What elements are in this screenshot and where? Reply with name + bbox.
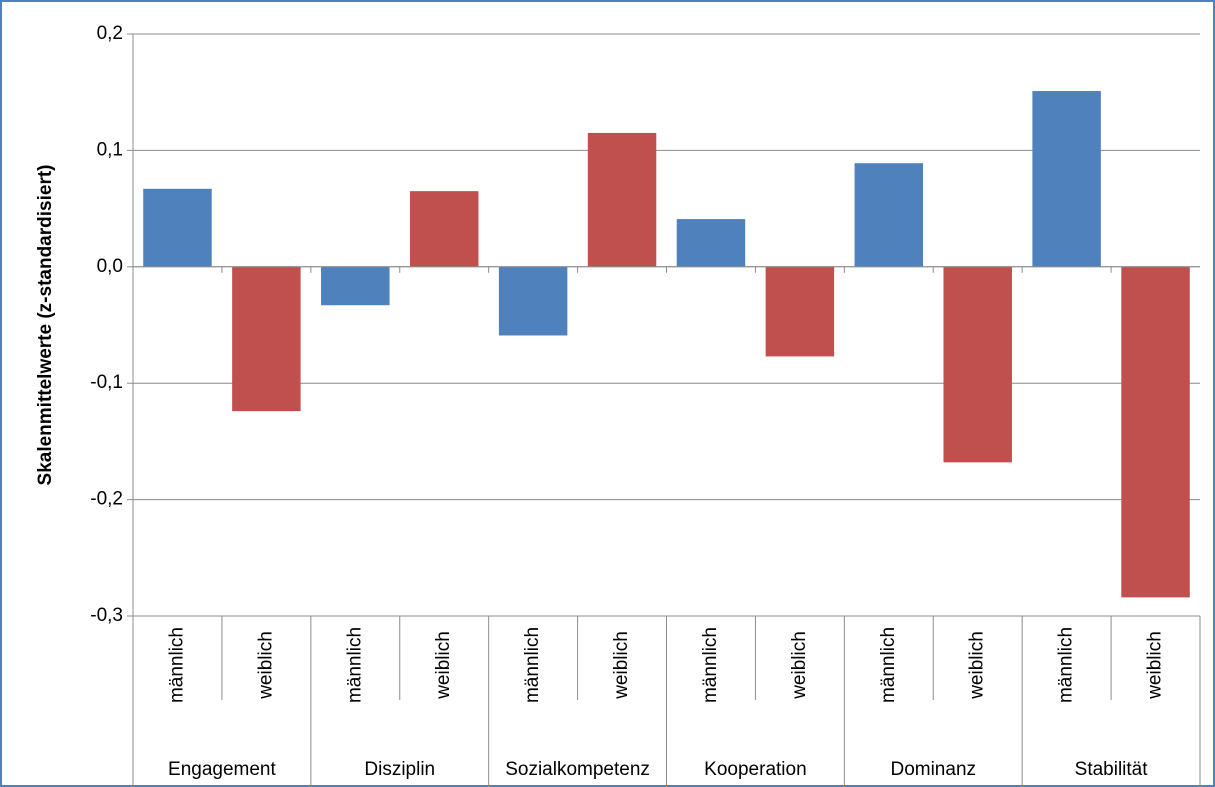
group-label: Sozialkompetenz: [505, 759, 650, 780]
x-tick-label: weiblich: [433, 631, 454, 700]
bar: [854, 163, 924, 267]
bar: [943, 266, 1012, 463]
x-tick-label: weiblich: [611, 631, 632, 700]
x-tick-label: weiblich: [1145, 631, 1166, 700]
x-tick-label: männlich: [344, 627, 365, 703]
group-label: Engagement: [168, 759, 276, 780]
x-tick-label: weiblich: [967, 631, 988, 700]
bar: [232, 266, 301, 412]
bar: [143, 188, 212, 267]
y-tick-label: 0,2: [97, 23, 123, 44]
bar: [1121, 266, 1190, 598]
bar: [498, 266, 568, 336]
y-tick-label: 0,0: [97, 256, 123, 277]
y-tick-label: -0,2: [90, 489, 123, 510]
bar: [321, 266, 390, 306]
bar: [676, 219, 746, 267]
x-tick-label: weiblich: [255, 631, 276, 700]
y-tick-label: -0,3: [90, 605, 123, 626]
x-tick-label: weiblich: [789, 631, 810, 700]
group-label: Stabilität: [1075, 759, 1149, 780]
x-tick-label: männlich: [878, 627, 899, 703]
bar: [1032, 91, 1101, 267]
x-tick-label: männlich: [522, 627, 543, 703]
x-tick-label: männlich: [700, 627, 721, 703]
group-label: Disziplin: [364, 759, 435, 780]
group-label: Dominanz: [890, 759, 976, 780]
x-tick-label: männlich: [166, 627, 187, 703]
group-label: Kooperation: [704, 759, 806, 780]
y-tick-label: 0,1: [97, 139, 123, 160]
bar: [765, 266, 835, 357]
y-axis-title: Skalenmittelwerte (z-standardisiert): [35, 165, 56, 486]
x-tick-label: männlich: [1056, 627, 1077, 703]
bar: [587, 132, 657, 267]
y-tick-label: -0,1: [90, 372, 123, 393]
bar: [409, 191, 479, 267]
